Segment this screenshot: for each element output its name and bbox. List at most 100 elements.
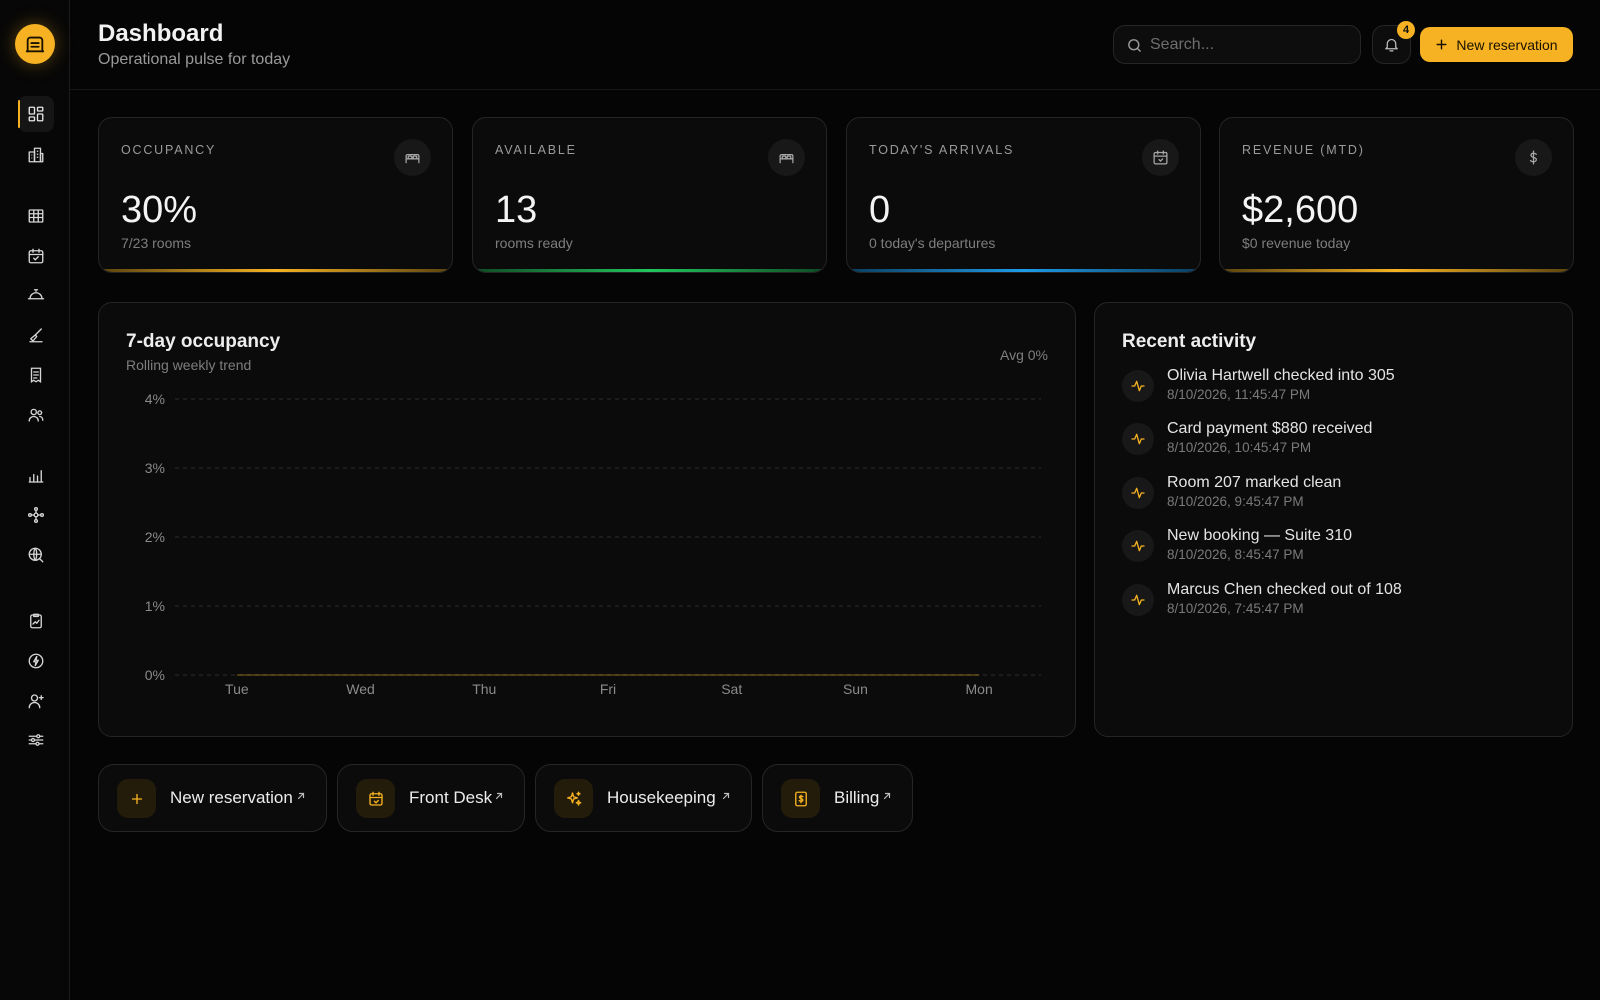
- search-box[interactable]: [1113, 25, 1361, 64]
- stat-value: 30%: [121, 189, 198, 231]
- sidebar-item-housekeeping[interactable]: [18, 317, 54, 353]
- activity-pulse-icon: [1122, 530, 1154, 562]
- arrow-up-right-icon: [297, 792, 305, 800]
- sidebar-item-front-desk[interactable]: [18, 277, 54, 313]
- activity-item: Marcus Chen checked out of 108 8/10/2026…: [1122, 581, 1552, 625]
- y-tick-label: 3%: [145, 460, 165, 476]
- user-plus-icon: [28, 694, 44, 709]
- activity-item: Card payment $880 received 8/10/2026, 10…: [1122, 420, 1552, 464]
- new-reservation-button[interactable]: New reservation: [1420, 27, 1573, 62]
- stat-card-revenue: REVENUE (MTD) $2,600 $0 revenue today: [1219, 117, 1574, 273]
- search-icon: [1128, 39, 1141, 52]
- bell-icon: [1385, 38, 1398, 52]
- lightning-icon: [28, 653, 44, 669]
- x-tick-label: Mon: [966, 681, 993, 697]
- sidebar-item-rooms[interactable]: [18, 198, 54, 234]
- buildings-icon: [28, 147, 44, 163]
- sidebar-item-distribution[interactable]: [18, 537, 54, 573]
- notification-badge: 4: [1397, 21, 1415, 39]
- stat-accent-bar: [1220, 269, 1573, 272]
- activity-item: Olivia Hartwell checked into 305 8/10/20…: [1122, 367, 1552, 411]
- stat-accent-bar: [473, 269, 826, 272]
- sliders-icon: [28, 734, 44, 746]
- activity-time: 8/10/2026, 11:45:47 PM: [1167, 387, 1311, 402]
- x-tick-label: Tue: [225, 681, 249, 697]
- sidebar-item-automations[interactable]: [18, 643, 54, 679]
- hotel-icon[interactable]: [15, 24, 55, 64]
- header: Dashboard Operational pulse for today 4 …: [70, 0, 1600, 90]
- quick-action-new-reservation[interactable]: New reservation: [98, 764, 327, 832]
- activity-item: New booking — Suite 310 8/10/2026, 8:45:…: [1122, 527, 1552, 571]
- stat-value: 0: [869, 189, 891, 231]
- arrow-up-right-icon: [883, 792, 891, 800]
- sidebar-item-billing[interactable]: [18, 357, 54, 393]
- sidebar-item-properties[interactable]: [18, 137, 54, 173]
- sparkles-icon: [554, 779, 593, 818]
- sidebar-item-analytics[interactable]: [18, 603, 54, 639]
- sidebar-item-reports[interactable]: [18, 458, 54, 494]
- stat-label: TODAY'S ARRIVALS: [869, 143, 1015, 157]
- activity-time: 8/10/2026, 9:45:47 PM: [1167, 494, 1304, 509]
- y-tick-label: 1%: [145, 598, 165, 614]
- stat-sub: rooms ready: [495, 235, 573, 251]
- activity-title: Recent activity: [1122, 331, 1257, 352]
- stat-card-occupancy: OCCUPANCY 30% 7/23 rooms: [98, 117, 453, 273]
- activity-text: Card payment $880 received: [1167, 420, 1373, 437]
- broom-icon: [29, 328, 43, 343]
- sidebar-item-guests[interactable]: [18, 397, 54, 433]
- chart-subtitle: Rolling weekly trend: [126, 357, 252, 373]
- activity-text: Room 207 marked clean: [1167, 474, 1342, 491]
- occupancy-line-chart: 0% 1% 2% 3% 4% Tue Wed Thu Fri Sat Sun Mon: [145, 391, 1041, 697]
- recent-activity-panel: Recent activity Olivia Hartwell checked …: [1094, 302, 1573, 737]
- chart-title: 7-day occupancy: [126, 331, 281, 352]
- sidebar: [0, 0, 70, 1000]
- concierge-bell-icon: [27, 289, 45, 300]
- calendar-check-icon: [28, 248, 44, 264]
- quick-action-label: Housekeeping: [607, 788, 716, 807]
- stat-accent-bar: [847, 269, 1200, 272]
- quick-action-front-desk[interactable]: Front Desk: [337, 764, 525, 832]
- x-tick-label: Thu: [472, 681, 496, 697]
- plus-icon: [1436, 39, 1447, 50]
- stat-value: $2,600: [1242, 189, 1359, 231]
- page-title: Dashboard: [98, 20, 224, 47]
- stat-accent-bar: [99, 269, 452, 272]
- activity-time: 8/10/2026, 7:45:47 PM: [1167, 601, 1304, 616]
- stat-card-available: AVAILABLE 13 rooms ready: [472, 117, 827, 273]
- search-input[interactable]: [1150, 26, 1350, 63]
- invoice-icon: [781, 779, 820, 818]
- calendar-icon: [1142, 139, 1179, 176]
- users-icon: [28, 408, 44, 422]
- network-icon: [27, 506, 45, 524]
- sidebar-item-dashboard[interactable]: [18, 96, 54, 132]
- quick-action-billing[interactable]: Billing: [762, 764, 913, 832]
- x-tick-label: Sat: [721, 681, 742, 697]
- y-tick-label: 2%: [145, 529, 165, 545]
- stat-label: AVAILABLE: [495, 143, 577, 157]
- stat-value: 13: [495, 189, 538, 231]
- receipt-icon: [30, 367, 42, 384]
- chart-average: Avg 0%: [1000, 347, 1048, 363]
- globe-search-icon: [28, 547, 44, 563]
- bar-chart-icon: [28, 470, 44, 483]
- sidebar-item-staff[interactable]: [18, 683, 54, 719]
- occupancy-chart-panel: 7-day occupancy Rolling weekly trend Avg…: [98, 302, 1076, 737]
- sidebar-item-settings[interactable]: [18, 722, 54, 758]
- quick-action-housekeeping[interactable]: Housekeeping: [535, 764, 752, 832]
- new-reservation-label: New reservation: [1456, 36, 1558, 53]
- bed-icon: [768, 139, 805, 176]
- stat-card-arrivals: TODAY'S ARRIVALS 0 0 today's departures: [846, 117, 1201, 273]
- stat-label: REVENUE (MTD): [1242, 143, 1365, 157]
- sidebar-item-channels[interactable]: [18, 497, 54, 533]
- plus-icon: [117, 779, 156, 818]
- activity-pulse-icon: [1122, 370, 1154, 402]
- quick-action-label: New reservation: [170, 788, 293, 807]
- activity-text: Marcus Chen checked out of 108: [1167, 581, 1402, 598]
- arrow-up-right-icon: [722, 792, 730, 800]
- sidebar-item-reservations[interactable]: [18, 238, 54, 274]
- stat-sub: 0 today's departures: [869, 235, 996, 251]
- activity-text: Olivia Hartwell checked into 305: [1167, 367, 1395, 384]
- activity-pulse-icon: [1122, 477, 1154, 509]
- x-tick-label: Sun: [843, 681, 868, 697]
- activity-time: 8/10/2026, 8:45:47 PM: [1167, 547, 1304, 562]
